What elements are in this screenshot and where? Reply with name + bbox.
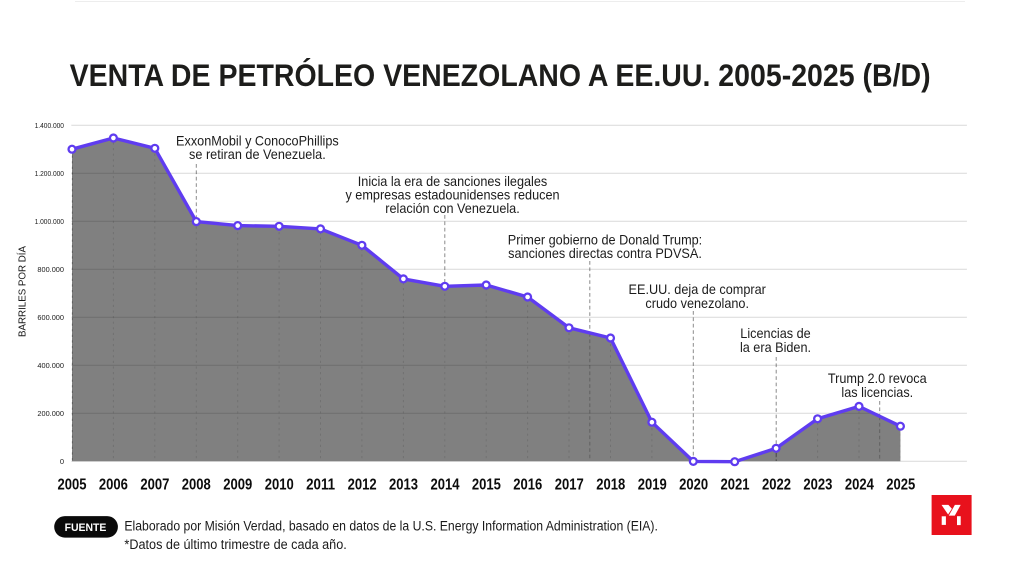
- svg-text:2016: 2016: [513, 476, 542, 493]
- svg-text:800.000: 800.000: [37, 265, 64, 274]
- svg-text:2023: 2023: [803, 476, 832, 493]
- svg-text:600.000: 600.000: [37, 313, 64, 322]
- svg-text:2007: 2007: [140, 476, 169, 493]
- svg-text:2015: 2015: [472, 476, 501, 493]
- svg-text:2005: 2005: [58, 476, 87, 493]
- svg-text:2021: 2021: [721, 476, 750, 493]
- svg-text:VENTA DE PETRÓLEO VENEZOLANO A: VENTA DE PETRÓLEO VENEZOLANO A EE.UU. 20…: [70, 57, 931, 93]
- svg-text:Primer gobierno de Donald Trum: Primer gobierno de Donald Trump:: [508, 231, 702, 247]
- svg-text:la era Biden.: la era Biden.: [740, 339, 811, 355]
- svg-text:1.200.000: 1.200.000: [35, 169, 64, 178]
- svg-text:crudo venezolano.: crudo venezolano.: [645, 295, 749, 311]
- svg-text:Inicia la era de sanciones ile: Inicia la era de sanciones ilegales: [358, 173, 548, 189]
- svg-text:2008: 2008: [182, 476, 211, 493]
- svg-text:se retiran de Venezuela.: se retiran de Venezuela.: [189, 146, 326, 162]
- svg-text:1.000.000: 1.000.000: [35, 217, 64, 226]
- svg-text:2018: 2018: [596, 476, 625, 493]
- svg-text:Licencias de: Licencias de: [740, 325, 811, 341]
- svg-text:2006: 2006: [99, 476, 128, 493]
- svg-text:2010: 2010: [265, 476, 294, 493]
- svg-text:2020: 2020: [679, 476, 708, 493]
- svg-text:2009: 2009: [223, 476, 252, 493]
- svg-text:*Datos de último trimestre de: *Datos de último trimestre de cada año.: [124, 537, 346, 552]
- svg-text:Elaborado por Misión Verdad, b: Elaborado por Misión Verdad, basado en d…: [124, 519, 658, 534]
- svg-text:1.400.000: 1.400.000: [35, 121, 64, 130]
- svg-text:2022: 2022: [762, 476, 791, 493]
- svg-text:2012: 2012: [348, 476, 377, 493]
- svg-text:2014: 2014: [431, 476, 460, 493]
- svg-text:FUENTE: FUENTE: [65, 522, 107, 534]
- svg-text:ExxonMobil y ConocoPhillips: ExxonMobil y ConocoPhillips: [176, 132, 339, 148]
- svg-text:y empresas estadounidenses red: y empresas estadounidenses reducen: [345, 187, 559, 203]
- svg-text:2013: 2013: [389, 476, 418, 493]
- svg-text:BARRILES POR DÍA: BARRILES POR DÍA: [16, 246, 29, 337]
- svg-text:2011: 2011: [306, 476, 335, 493]
- svg-text:2025: 2025: [886, 476, 915, 493]
- svg-text:relación con Venezuela.: relación con Venezuela.: [385, 200, 520, 216]
- svg-text:200.000: 200.000: [37, 409, 64, 418]
- svg-text:Trump 2.0 revoca: Trump 2.0 revoca: [828, 370, 927, 386]
- svg-text:sanciones directas contra PDVS: sanciones directas contra PDVSA.: [508, 245, 702, 261]
- svg-text:0: 0: [60, 457, 64, 466]
- svg-text:2024: 2024: [845, 476, 874, 493]
- svg-text:400.000: 400.000: [37, 361, 64, 370]
- svg-text:EE.UU. deja de comprar: EE.UU. deja de comprar: [629, 281, 767, 297]
- svg-text:2017: 2017: [555, 476, 584, 493]
- svg-text:2019: 2019: [638, 476, 667, 493]
- svg-text:las licencias.: las licencias.: [841, 384, 913, 400]
